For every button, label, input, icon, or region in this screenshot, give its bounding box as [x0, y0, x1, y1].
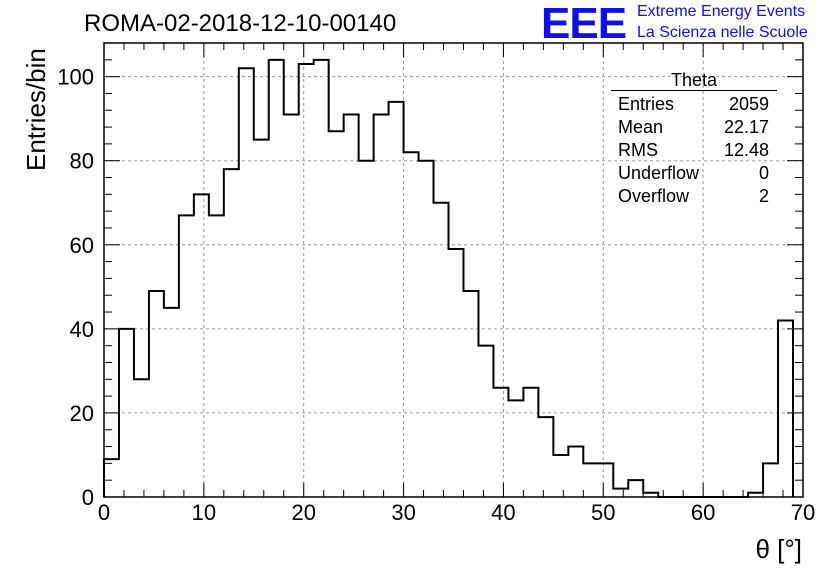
histogram-bin — [553, 455, 568, 497]
histogram-bin — [508, 400, 523, 497]
histogram-bin — [239, 68, 254, 497]
histogram-bin — [763, 463, 778, 497]
histogram-bin — [598, 463, 613, 497]
stats-value: 12.48 — [723, 140, 769, 160]
histogram-bin — [523, 388, 538, 497]
x-tick-label: 0 — [98, 500, 110, 525]
stats-label: Entries — [618, 94, 675, 114]
histogram-bin — [314, 60, 329, 497]
stats-row-entries: Entries 2059 — [611, 93, 777, 116]
y-tick-label: 100 — [57, 65, 94, 90]
x-tick-label: 20 — [291, 500, 315, 525]
x-tick-label: 10 — [192, 500, 216, 525]
histogram-bin — [389, 102, 404, 497]
stats-row-rms: RMS 12.48 — [611, 139, 777, 162]
stats-label: Overflow — [618, 186, 690, 206]
x-tick-label: 40 — [491, 500, 515, 525]
y-tick-label: 20 — [70, 401, 94, 426]
histogram-bin — [493, 388, 508, 497]
stats-value: 2059 — [728, 94, 769, 114]
histogram-bin — [329, 131, 344, 497]
stats-title: Theta — [611, 70, 777, 91]
histogram-bin — [284, 114, 299, 497]
histogram-bin — [194, 194, 209, 497]
x-tick-label: 60 — [691, 500, 715, 525]
histogram-bin — [434, 203, 449, 497]
y-tick-label: 60 — [70, 233, 94, 258]
histogram-bin — [134, 379, 149, 497]
x-tick-label: 70 — [791, 500, 815, 525]
x-tick-label: 50 — [591, 500, 615, 525]
histogram-outline — [103, 58, 795, 498]
x-tick-label: 30 — [391, 500, 415, 525]
y-tick-label: 80 — [70, 149, 94, 174]
plot-frame — [103, 42, 804, 498]
histogram-bin — [778, 320, 793, 497]
histogram-bin — [538, 417, 553, 497]
brand-line-2: La Scienza nelle Scuole — [637, 24, 808, 41]
histogram-bin — [568, 447, 583, 497]
stats-box: Theta Entries 2059 Mean 22.17 RMS 12.48 … — [611, 70, 777, 208]
histogram-bin — [299, 64, 314, 497]
stats-row-underflow: Underflow 0 — [611, 162, 777, 185]
x-axis-label: θ [°] — [755, 534, 802, 564]
chart-title: ROMA-02-2018-12-10-00140 — [84, 10, 397, 37]
histogram-bin — [359, 161, 374, 497]
stats-label: RMS — [618, 140, 658, 160]
histogram-bin — [104, 459, 119, 497]
histogram-bin — [449, 249, 464, 497]
histogram-bin — [463, 291, 478, 497]
histogram-bin — [628, 480, 643, 497]
histogram-bin — [179, 215, 194, 497]
histogram-bin — [478, 346, 493, 497]
histogram-bin — [164, 308, 179, 497]
histogram-bin — [374, 114, 389, 497]
stats-row-overflow: Overflow 2 — [611, 185, 777, 208]
histogram-bin — [344, 114, 359, 497]
stats-value: 2 — [758, 186, 769, 206]
y-tick-label: 0 — [82, 485, 94, 510]
y-tick-label: 40 — [70, 317, 94, 342]
histogram-bin — [613, 489, 628, 497]
histogram-bin — [419, 161, 434, 497]
histogram-bin — [254, 140, 269, 497]
histogram-bin — [404, 152, 419, 497]
stats-row-mean: Mean 22.17 — [611, 116, 777, 139]
eee-logo: EEE — [541, 0, 627, 48]
stats-value: 0 — [758, 163, 769, 183]
stats-label: Mean — [618, 117, 664, 137]
stats-label: Underflow — [618, 163, 700, 183]
histogram-bin — [119, 329, 134, 497]
histogram-bin — [583, 463, 598, 497]
histogram-bin — [209, 215, 224, 497]
histogram-bin — [269, 60, 284, 497]
y-axis-label: Entries/bin — [21, 48, 51, 171]
histogram-bin — [224, 169, 239, 497]
stats-value: 22.17 — [723, 117, 769, 137]
brand-line-1: Extreme Energy Events — [637, 3, 806, 20]
histogram-bin — [149, 291, 164, 497]
